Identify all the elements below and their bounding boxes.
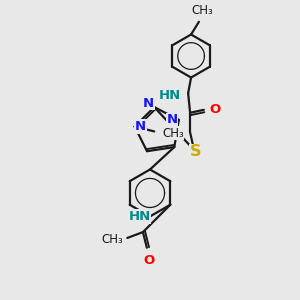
Text: CH₃: CH₃ [162,127,184,140]
Text: O: O [143,254,154,267]
Text: N: N [143,97,154,110]
Text: O: O [210,103,221,116]
Text: N: N [167,113,178,126]
Text: HN: HN [128,210,151,223]
Text: S: S [190,144,202,159]
Text: N: N [135,120,146,133]
Text: CH₃: CH₃ [102,233,123,246]
Text: HN: HN [159,88,181,102]
Text: CH₃: CH₃ [191,4,213,17]
